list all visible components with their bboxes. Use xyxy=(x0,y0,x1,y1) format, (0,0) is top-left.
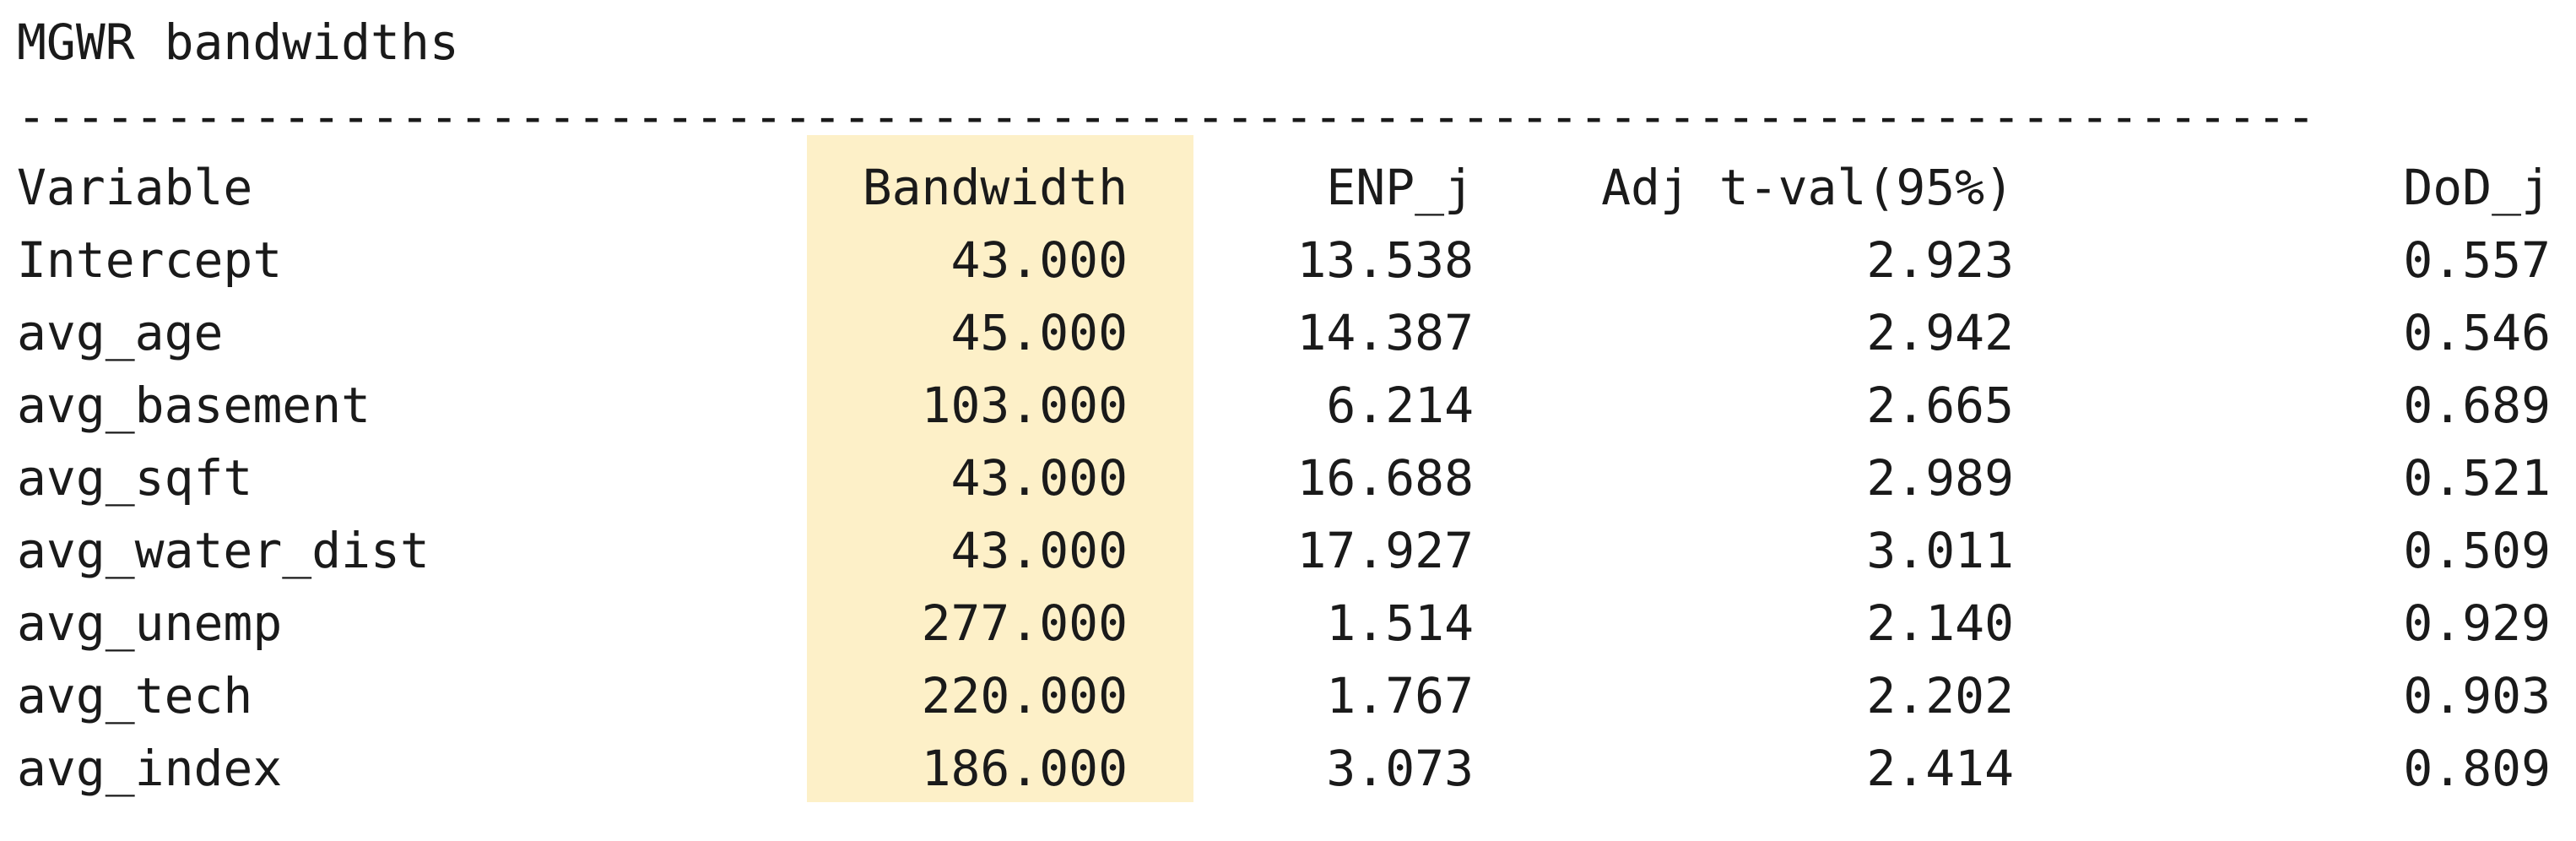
row-adj-tval: 2.202 xyxy=(1866,667,2014,724)
row-bandwidth: 186.000 xyxy=(921,740,1128,797)
table-header-row: Variable Bandwidth ENP_j Adj t-val(95%) … xyxy=(0,152,2576,223)
table-row: avg_index 186.000 3.073 2.414 0.809 xyxy=(0,733,2576,804)
row-enp: 16.688 xyxy=(1296,449,1474,507)
header-enp: ENP_j xyxy=(1326,159,1474,216)
table-row: avg_unemp 277.000 1.514 2.140 0.929 xyxy=(0,588,2576,659)
divider-line: ----------------------------------------… xyxy=(17,88,2316,145)
row-bandwidth: 220.000 xyxy=(921,667,1128,724)
row-adj-tval: 2.942 xyxy=(1866,304,2014,361)
row-enp: 1.767 xyxy=(1326,667,1474,724)
row-enp: 1.514 xyxy=(1326,594,1474,652)
row-dod: 0.546 xyxy=(2403,304,2551,361)
header-dod: DoD_j xyxy=(2403,159,2551,216)
row-variable: avg_water_dist xyxy=(17,522,430,579)
table-row: avg_sqft 43.000 16.688 2.989 0.521 xyxy=(0,442,2576,513)
row-variable: avg_unemp xyxy=(17,594,283,652)
row-variable: avg_basement xyxy=(17,377,371,434)
row-adj-tval: 2.923 xyxy=(1866,231,2014,289)
row-bandwidth: 277.000 xyxy=(921,594,1128,652)
row-adj-tval: 2.140 xyxy=(1866,594,2014,652)
header-bandwidth: Bandwidth xyxy=(862,159,1128,216)
row-bandwidth: 45.000 xyxy=(950,304,1128,361)
row-variable: avg_sqft xyxy=(17,449,253,507)
row-variable: avg_index xyxy=(17,740,283,797)
header-adj-tval: Adj t-val(95%) xyxy=(1601,159,2014,216)
row-dod: 0.557 xyxy=(2403,231,2551,289)
row-dod: 0.809 xyxy=(2403,740,2551,797)
table-row: Intercept 43.000 13.538 2.923 0.557 xyxy=(0,225,2576,296)
row-bandwidth: 43.000 xyxy=(950,449,1128,507)
row-bandwidth: 43.000 xyxy=(950,231,1128,289)
row-variable: avg_tech xyxy=(17,667,253,724)
row-adj-tval: 2.414 xyxy=(1866,740,2014,797)
table-row: avg_basement 103.000 6.214 2.665 0.689 xyxy=(0,370,2576,441)
table-row: avg_water_dist 43.000 17.927 3.011 0.509 xyxy=(0,515,2576,586)
output-title: MGWR bandwidths xyxy=(17,14,459,71)
row-adj-tval: 3.011 xyxy=(1866,522,2014,579)
row-dod: 0.929 xyxy=(2403,594,2551,652)
row-adj-tval: 2.989 xyxy=(1866,449,2014,507)
row-enp: 14.387 xyxy=(1296,304,1474,361)
row-dod: 0.509 xyxy=(2403,522,2551,579)
row-dod: 0.689 xyxy=(2403,377,2551,434)
row-bandwidth: 43.000 xyxy=(950,522,1128,579)
row-bandwidth: 103.000 xyxy=(921,377,1128,434)
row-enp: 17.927 xyxy=(1296,522,1474,579)
row-variable: avg_age xyxy=(17,304,224,361)
row-dod: 0.903 xyxy=(2403,667,2551,724)
row-enp: 13.538 xyxy=(1296,231,1474,289)
table-row: avg_tech 220.000 1.767 2.202 0.903 xyxy=(0,660,2576,731)
table-row: avg_age 45.000 14.387 2.942 0.546 xyxy=(0,297,2576,368)
row-adj-tval: 2.665 xyxy=(1866,377,2014,434)
bandwidth-column-highlight xyxy=(807,135,1193,802)
row-enp: 3.073 xyxy=(1326,740,1474,797)
row-variable: Intercept xyxy=(17,231,283,289)
header-variable: Variable xyxy=(17,159,253,216)
row-enp: 6.214 xyxy=(1326,377,1474,434)
row-dod: 0.521 xyxy=(2403,449,2551,507)
